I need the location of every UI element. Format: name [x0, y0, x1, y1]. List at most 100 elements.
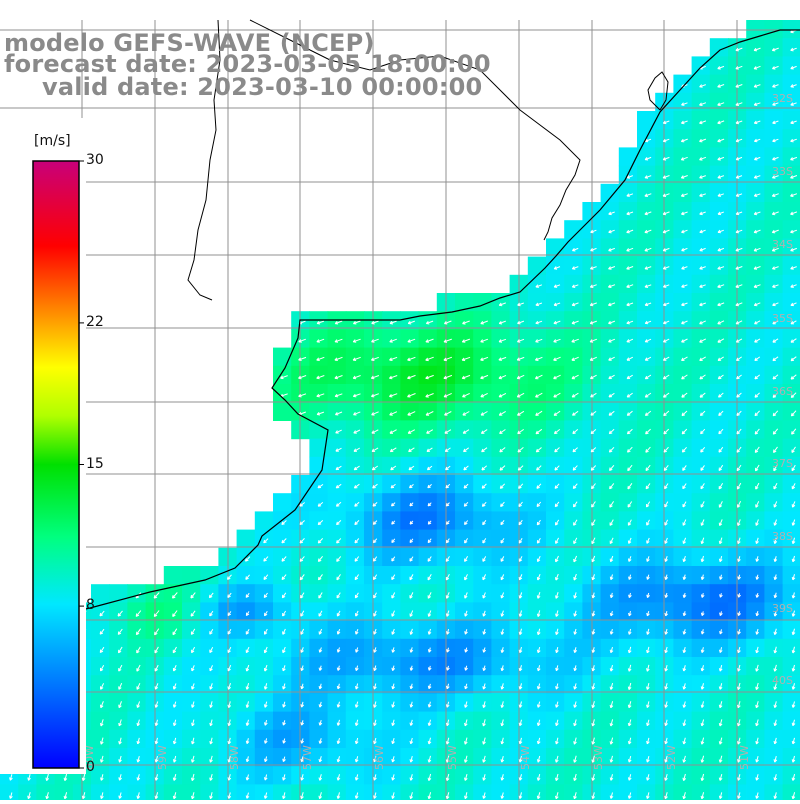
wind-cell	[692, 293, 711, 312]
wind-cell	[182, 784, 201, 800]
wind-cell	[455, 784, 474, 800]
colorbar	[0, 118, 86, 774]
wind-cell	[328, 329, 347, 348]
wind-cell	[601, 275, 620, 294]
wind-cell	[710, 311, 729, 330]
wind-cell	[783, 275, 800, 294]
wind-cell	[746, 75, 765, 94]
wind-cell	[400, 548, 419, 567]
wind-cell	[419, 748, 438, 767]
wind-cell	[692, 639, 711, 658]
wind-cell	[783, 712, 800, 731]
wind-cell	[473, 730, 492, 749]
wind-cell	[328, 384, 347, 403]
wind-cell	[692, 748, 711, 767]
wind-cell	[764, 511, 783, 530]
wind-cell	[546, 420, 565, 439]
wind-cell	[746, 56, 765, 75]
wind-cell	[491, 530, 510, 549]
wind-cell	[255, 584, 274, 603]
wind-cell	[109, 766, 128, 785]
wind-cell	[710, 584, 729, 603]
wind-cell	[455, 329, 474, 348]
wind-cell	[491, 693, 510, 712]
wind-cell	[291, 621, 310, 640]
wind-cell	[455, 712, 474, 731]
wind-cell	[164, 712, 183, 731]
wind-cell	[273, 566, 292, 585]
wind-cell	[455, 384, 474, 403]
wind-cell	[619, 657, 638, 676]
wind-cell	[692, 220, 711, 239]
wind-cell	[400, 602, 419, 621]
wind-cell	[637, 584, 656, 603]
wind-cell	[473, 348, 492, 367]
wind-cell	[273, 348, 292, 367]
wind-cell	[764, 402, 783, 421]
wind-cell	[182, 602, 201, 621]
wind-cell	[601, 712, 620, 731]
wind-cell	[619, 402, 638, 421]
wind-cell	[692, 202, 711, 221]
wind-cell	[710, 75, 729, 94]
wind-cell	[473, 530, 492, 549]
latitude-label: 32S	[772, 92, 793, 105]
wind-cell	[237, 657, 256, 676]
wind-cell	[291, 675, 310, 694]
wind-cell	[710, 366, 729, 385]
wind-cell	[455, 530, 474, 549]
wind-cell	[328, 439, 347, 458]
wind-cell	[764, 420, 783, 439]
wind-cell	[419, 530, 438, 549]
wind-cell	[491, 384, 510, 403]
wind-cell	[655, 712, 674, 731]
wind-cell	[473, 311, 492, 330]
wind-cell	[346, 693, 365, 712]
longitude-label: 56W	[373, 745, 386, 770]
wind-cell	[601, 657, 620, 676]
wind-cell	[710, 147, 729, 166]
latitude-label: 40S	[772, 674, 793, 687]
wind-cell	[309, 511, 328, 530]
wind-cell	[619, 439, 638, 458]
wind-cell	[637, 348, 656, 367]
wind-cell	[400, 621, 419, 640]
wind-cell	[746, 348, 765, 367]
wind-cell	[673, 420, 692, 439]
wind-cell	[546, 766, 565, 785]
wind-cell	[637, 511, 656, 530]
wind-cell	[309, 420, 328, 439]
wind-cell	[346, 712, 365, 731]
wind-cell	[109, 784, 128, 800]
wind-cell	[200, 675, 219, 694]
wind-cell	[601, 784, 620, 800]
wind-cell	[127, 693, 146, 712]
wind-cell	[328, 748, 347, 767]
wind-cell	[127, 748, 146, 767]
wind-cell	[637, 693, 656, 712]
wind-cell	[346, 548, 365, 567]
wind-cell	[546, 657, 565, 676]
wind-cell	[564, 293, 583, 312]
wind-cell	[655, 639, 674, 658]
wind-cell	[382, 420, 401, 439]
wind-cell	[382, 675, 401, 694]
wind-cell	[746, 257, 765, 276]
wind-cell	[710, 548, 729, 567]
wind-cell	[473, 420, 492, 439]
wind-cell	[692, 184, 711, 203]
wind-cell	[637, 657, 656, 676]
wind-cell	[710, 511, 729, 530]
wind-cell	[400, 784, 419, 800]
wind-cell	[419, 420, 438, 439]
wind-cell	[710, 566, 729, 585]
wind-cell	[764, 439, 783, 458]
longitude-label: 52W	[665, 745, 678, 770]
wind-cell	[746, 147, 765, 166]
wind-cell	[637, 712, 656, 731]
wind-cell	[400, 439, 419, 458]
wind-cell	[764, 766, 783, 785]
wind-cell	[746, 493, 765, 512]
wind-cell	[710, 639, 729, 658]
wind-cell	[764, 275, 783, 294]
